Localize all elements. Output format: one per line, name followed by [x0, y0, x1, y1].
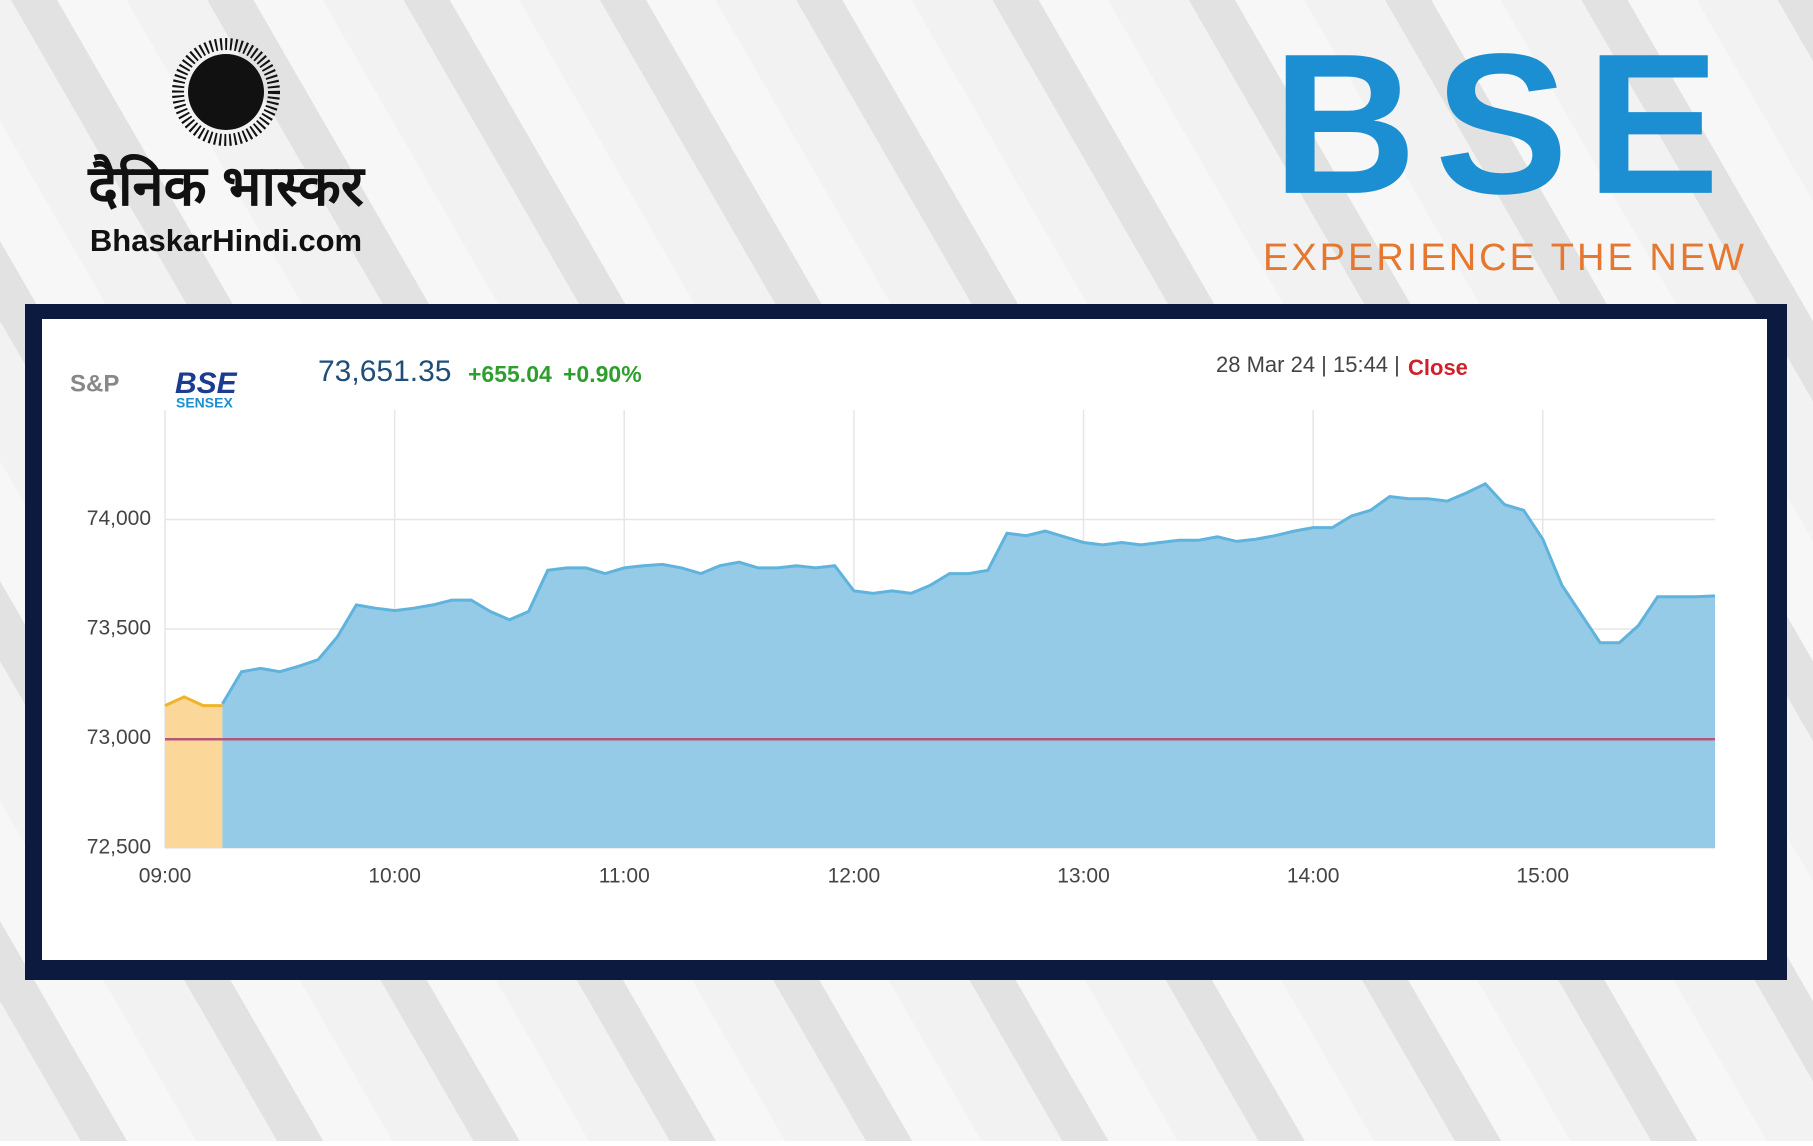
area-fill [222, 483, 1715, 848]
x-tick-label: 09:00 [139, 865, 192, 888]
area-line [164, 695, 223, 708]
plot-area: 09:00 10:00 11:00 12:00 13:00 14:00 15:00 72,50… [87, 410, 1716, 888]
x-tick-label: 15:00 [1516, 865, 1569, 888]
index-price: 73,651.35 [318, 355, 451, 388]
x-tick-label: 10:00 [368, 865, 421, 888]
area-fill [165, 696, 223, 848]
x-tick-label: 13:00 [1057, 865, 1110, 888]
y-tick-label: 72,500 [87, 836, 151, 859]
x-tick-label: 11:00 [599, 865, 650, 888]
index-brand: S&P [70, 370, 119, 397]
publisher-name: दैनिक भास्कर [87, 153, 366, 217]
y-tick-label: 73,000 [87, 726, 151, 749]
publisher-site: BhaskarHindi.com [90, 223, 362, 258]
exchange-tagline: EXPERIENCE THE NEW [1263, 237, 1747, 279]
y-tick-label: 74,000 [87, 507, 151, 530]
timestamp: 28 Mar 24 | 15:44 | [1216, 352, 1400, 377]
index-change: +655.04 [468, 361, 552, 387]
index-logo: BSE [175, 367, 238, 400]
x-tick-label: 14:00 [1287, 865, 1340, 888]
index-change-percent: +0.90% [563, 361, 642, 387]
area-line [221, 481, 1716, 705]
exchange-logo: BSE [1272, 13, 1737, 236]
market-status: Close [1408, 355, 1468, 380]
sun-icon [172, 38, 280, 146]
index-name: SENSEX [176, 395, 233, 411]
y-tick-label: 73,500 [87, 617, 151, 640]
x-tick-label: 12:00 [828, 865, 881, 888]
